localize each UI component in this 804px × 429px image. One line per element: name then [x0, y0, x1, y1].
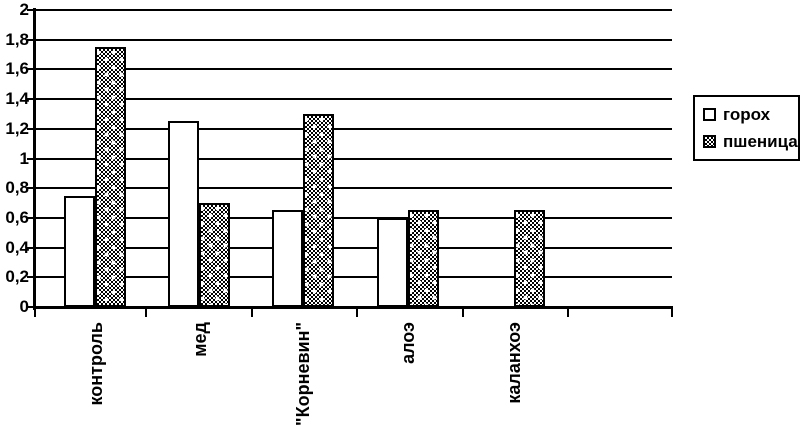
y-axis-label: 0,2 [5, 267, 29, 287]
x-axis-category-label: каланхоэ [504, 322, 524, 404]
legend-item: горох [703, 106, 798, 123]
y-axis-tick [27, 9, 35, 11]
y-axis-label: 0 [19, 297, 29, 316]
legend-label: пшеница [723, 132, 798, 151]
y-axis-label: 0,4 [5, 237, 29, 257]
y-axis-label: 1,2 [5, 118, 29, 138]
x-axis-tick [671, 308, 673, 317]
bar-pshenitsa-c4 [514, 210, 545, 307]
legend: горох пшеница [693, 95, 800, 161]
y-axis-label: 0,8 [5, 178, 29, 198]
x-axis-tick [145, 308, 147, 317]
gridline [35, 9, 672, 11]
bar-gorokh-c1 [168, 121, 199, 307]
x-axis-tick [356, 308, 358, 317]
y-axis-tick [27, 187, 35, 190]
bar-pshenitsa-c2 [303, 114, 334, 307]
x-axis [33, 306, 673, 309]
gridline [35, 127, 672, 130]
x-axis-tick [34, 308, 36, 317]
y-axis-tick [27, 68, 35, 71]
y-axis-label: 2 [19, 0, 29, 19]
bar-gorokh-c2 [272, 210, 303, 307]
y-axis-tick [27, 216, 35, 219]
legend-item: пшеница [703, 133, 798, 150]
legend-label: горох [723, 105, 771, 124]
x-axis-category-label: контроль [86, 322, 106, 406]
x-axis-category-label: алоэ [398, 322, 418, 364]
y-axis-tick [27, 246, 35, 249]
gridline [35, 68, 672, 71]
bar-pshenitsa-c3 [408, 210, 439, 307]
y-axis-label: 0,6 [5, 207, 29, 227]
y-axis-tick [27, 157, 35, 160]
x-axis-tick [567, 308, 569, 317]
white-swatch-icon [703, 108, 716, 121]
x-axis-tick [251, 308, 253, 317]
pattern-swatch-icon [703, 135, 716, 148]
bar-pshenitsa-c1 [199, 203, 230, 307]
y-axis-tick [27, 276, 35, 279]
y-axis-label: 1 [19, 148, 29, 168]
y-axis-tick [27, 38, 35, 41]
gridline [35, 216, 672, 219]
bar-pshenitsa-c0 [95, 47, 126, 307]
x-axis-category-label: мед [190, 322, 210, 357]
bar-gorokh-c0 [64, 196, 95, 307]
gridline [35, 187, 672, 190]
x-axis-category-label: "Корневин" [293, 322, 313, 426]
bar-gorokh-c3 [377, 218, 408, 307]
x-axis-tick [462, 308, 464, 317]
gridline [35, 246, 672, 249]
y-axis-label: 1,4 [5, 89, 29, 109]
gridline [35, 38, 672, 41]
gridline [35, 157, 672, 160]
y-axis-tick [27, 127, 35, 130]
y-axis-label: 1,8 [5, 29, 29, 49]
gridline [35, 98, 672, 101]
y-axis-tick [27, 306, 35, 308]
y-axis-label: 1,6 [5, 59, 29, 79]
y-axis-tick [27, 98, 35, 101]
gridline [35, 276, 672, 279]
